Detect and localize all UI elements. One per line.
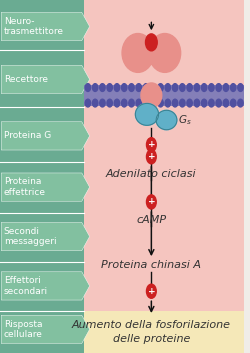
Ellipse shape bbox=[149, 34, 181, 72]
Circle shape bbox=[85, 84, 90, 91]
Circle shape bbox=[136, 84, 141, 91]
Circle shape bbox=[202, 99, 207, 107]
Text: +: + bbox=[148, 197, 155, 207]
Text: Adenilato ciclasi: Adenilato ciclasi bbox=[106, 169, 197, 179]
Circle shape bbox=[172, 99, 178, 107]
Circle shape bbox=[187, 84, 192, 91]
Bar bbox=[0, 0, 84, 353]
Bar bbox=[138, 41, 165, 65]
Text: Secondi
messaggeri: Secondi messaggeri bbox=[4, 227, 56, 246]
Polygon shape bbox=[1, 12, 90, 41]
Circle shape bbox=[187, 99, 192, 107]
Text: Effettori
secondari: Effettori secondari bbox=[4, 276, 48, 295]
Circle shape bbox=[122, 84, 127, 91]
Circle shape bbox=[209, 84, 214, 91]
Circle shape bbox=[146, 195, 156, 209]
Polygon shape bbox=[1, 173, 90, 201]
Polygon shape bbox=[1, 222, 90, 251]
Circle shape bbox=[114, 99, 120, 107]
Text: Proteina
effettrice: Proteina effettrice bbox=[4, 178, 46, 197]
Circle shape bbox=[216, 99, 221, 107]
Circle shape bbox=[146, 34, 157, 51]
Text: Risposta
cellulare: Risposta cellulare bbox=[4, 320, 43, 339]
Circle shape bbox=[165, 99, 170, 107]
Ellipse shape bbox=[156, 110, 177, 130]
Circle shape bbox=[100, 84, 105, 91]
Circle shape bbox=[122, 99, 127, 107]
Text: +: + bbox=[148, 140, 155, 149]
Circle shape bbox=[209, 99, 214, 107]
Circle shape bbox=[165, 84, 170, 91]
Circle shape bbox=[180, 84, 185, 91]
Text: +: + bbox=[148, 152, 155, 161]
Circle shape bbox=[194, 99, 200, 107]
Text: Proteina G: Proteina G bbox=[4, 131, 51, 140]
Circle shape bbox=[172, 84, 178, 91]
Circle shape bbox=[107, 84, 112, 91]
Circle shape bbox=[143, 99, 149, 107]
Polygon shape bbox=[1, 272, 90, 300]
Circle shape bbox=[143, 84, 149, 91]
Circle shape bbox=[216, 84, 221, 91]
Circle shape bbox=[129, 99, 134, 107]
Circle shape bbox=[146, 138, 156, 152]
Circle shape bbox=[230, 99, 236, 107]
Polygon shape bbox=[1, 315, 90, 343]
Text: Proteina chinasi A: Proteina chinasi A bbox=[101, 261, 201, 270]
Text: Neuro-
trasmettitore: Neuro- trasmettitore bbox=[4, 17, 64, 36]
Polygon shape bbox=[1, 122, 90, 150]
Circle shape bbox=[223, 84, 228, 91]
Text: Aumento della fosforilazione
delle proteine: Aumento della fosforilazione delle prote… bbox=[72, 320, 231, 344]
Bar bbox=[84, 0, 244, 311]
Circle shape bbox=[158, 84, 163, 91]
Circle shape bbox=[150, 84, 156, 91]
Ellipse shape bbox=[135, 103, 158, 125]
Circle shape bbox=[238, 99, 243, 107]
Circle shape bbox=[194, 84, 200, 91]
Circle shape bbox=[230, 84, 236, 91]
Text: G$_s$: G$_s$ bbox=[178, 113, 192, 127]
Circle shape bbox=[85, 99, 90, 107]
Circle shape bbox=[146, 284, 156, 298]
Circle shape bbox=[202, 84, 207, 91]
Circle shape bbox=[158, 99, 163, 107]
Circle shape bbox=[92, 99, 98, 107]
Circle shape bbox=[114, 84, 120, 91]
Bar bbox=[84, 85, 244, 106]
Circle shape bbox=[107, 99, 112, 107]
Circle shape bbox=[100, 99, 105, 107]
Text: Recettore: Recettore bbox=[4, 75, 48, 84]
Bar bbox=[84, 311, 244, 353]
Text: +: + bbox=[148, 287, 155, 296]
Circle shape bbox=[129, 84, 134, 91]
Circle shape bbox=[92, 84, 98, 91]
Ellipse shape bbox=[141, 83, 162, 108]
Circle shape bbox=[146, 150, 156, 164]
Circle shape bbox=[238, 84, 243, 91]
Text: cAMP: cAMP bbox=[136, 215, 166, 225]
Circle shape bbox=[223, 99, 228, 107]
Ellipse shape bbox=[122, 34, 154, 72]
Circle shape bbox=[136, 99, 141, 107]
Circle shape bbox=[150, 99, 156, 107]
Circle shape bbox=[180, 99, 185, 107]
Polygon shape bbox=[1, 65, 90, 94]
